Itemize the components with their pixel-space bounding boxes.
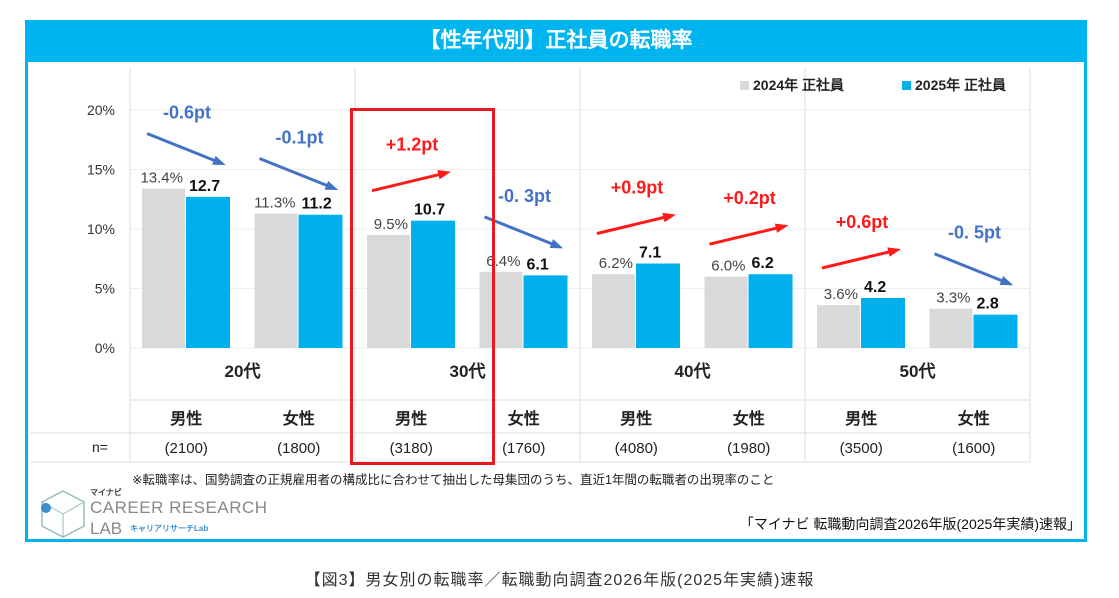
arrow-head-icon bbox=[437, 170, 451, 180]
data-label-2025: 6.2 bbox=[752, 255, 774, 272]
gender-label: 男性 bbox=[620, 409, 652, 428]
change-label: -0. 3pt bbox=[498, 186, 551, 206]
bar-2025 bbox=[748, 274, 793, 348]
bar-2024 bbox=[254, 213, 298, 348]
n-value: (2100) bbox=[165, 440, 208, 457]
bar-2025 bbox=[186, 196, 230, 348]
data-label-2025: 12.7 bbox=[189, 178, 220, 195]
data-label-2025: 7.1 bbox=[639, 245, 661, 262]
bar-2024 bbox=[929, 308, 973, 348]
change-label: +0.2pt bbox=[723, 188, 776, 208]
legend-swatch bbox=[902, 81, 911, 90]
age-label: 50代 bbox=[900, 361, 936, 381]
data-label-2024: 3.3% bbox=[936, 290, 970, 307]
legend-label: 2024年 正社員 bbox=[753, 77, 844, 93]
highlight-box bbox=[350, 108, 495, 465]
n-value: (1800) bbox=[277, 440, 320, 457]
legend-swatch bbox=[740, 81, 749, 90]
data-label-2024: 13.4% bbox=[140, 170, 183, 187]
arrow-head-icon bbox=[774, 223, 789, 233]
data-label-2024: 9.5% bbox=[374, 216, 408, 233]
chart-title: 【性年代別】正社員の転職率 bbox=[25, 20, 1087, 62]
change-arrow bbox=[146, 132, 223, 165]
gender-label: 女性 bbox=[283, 409, 315, 428]
gender-label: 女性 bbox=[958, 409, 990, 428]
change-arrow bbox=[371, 171, 448, 193]
change-arrow bbox=[821, 248, 898, 270]
data-label-2024: 6.2% bbox=[599, 255, 633, 272]
change-arrow bbox=[483, 215, 561, 249]
n-label: n= bbox=[92, 439, 108, 455]
legend-label: 2025年 正社員 bbox=[915, 77, 1006, 93]
n-value: (3180) bbox=[390, 440, 433, 457]
arrow-head-icon bbox=[324, 180, 339, 191]
bar-2025 bbox=[636, 263, 680, 348]
y-tick-label: 5% bbox=[95, 281, 115, 297]
gender-label: 男性 bbox=[395, 409, 427, 428]
bar-2024 bbox=[592, 274, 635, 348]
gender-label: 女性 bbox=[733, 409, 765, 428]
n-value: (1600) bbox=[952, 440, 995, 457]
change-label: +0.6pt bbox=[836, 212, 889, 232]
bar-2024 bbox=[142, 188, 185, 348]
logo-brand: マイナビ bbox=[90, 488, 122, 497]
y-tick-label: 15% bbox=[87, 162, 115, 178]
y-tick-label: 0% bbox=[95, 340, 115, 356]
age-label: 30代 bbox=[450, 361, 486, 381]
n-value: (1760) bbox=[502, 440, 545, 457]
data-label-2024: 3.6% bbox=[824, 286, 858, 303]
bar-2024 bbox=[367, 234, 410, 348]
y-tick-label: 10% bbox=[87, 221, 115, 237]
n-value: (1980) bbox=[727, 440, 770, 457]
bar-2025 bbox=[973, 314, 1018, 348]
arrow-head-icon bbox=[887, 247, 901, 257]
arrow-head-icon bbox=[662, 212, 676, 223]
age-label: 20代 bbox=[225, 361, 261, 381]
footnote: ※転職率は、国勢調査の正規雇用者の構成比に合わせて抽出した母集団のうち、直近1年… bbox=[132, 473, 775, 487]
gender-label: 女性 bbox=[508, 409, 540, 428]
data-label-2024: 6.0% bbox=[711, 258, 745, 275]
change-label: -0. 5pt bbox=[948, 223, 1001, 243]
change-label: +1.2pt bbox=[386, 135, 439, 155]
bar-2024 bbox=[817, 305, 860, 348]
change-arrow bbox=[709, 224, 785, 246]
data-label-2025: 10.7 bbox=[414, 202, 445, 219]
logo-cube-icon bbox=[41, 490, 85, 538]
bar-2025 bbox=[298, 214, 343, 348]
logo-line1: CAREER RESEARCH bbox=[90, 498, 268, 517]
arrow-head-icon bbox=[212, 155, 226, 166]
bar-2024 bbox=[479, 271, 523, 348]
n-value: (4080) bbox=[615, 440, 658, 457]
n-value: (3500) bbox=[840, 440, 883, 457]
change-arrow bbox=[258, 157, 336, 190]
bar-2025 bbox=[861, 298, 905, 348]
change-label: -0.6pt bbox=[163, 103, 211, 123]
change-arrow bbox=[933, 252, 1011, 286]
gender-label: 男性 bbox=[170, 409, 202, 428]
arrow-head-icon bbox=[999, 276, 1014, 286]
gender-label: 男性 bbox=[845, 409, 877, 428]
arrow-head-icon bbox=[549, 239, 564, 249]
age-label: 40代 bbox=[675, 361, 711, 381]
logo-sub: キャリアリサーチLab bbox=[130, 524, 209, 533]
bar-2025 bbox=[411, 220, 455, 348]
logo-line2: LAB bbox=[90, 519, 123, 538]
change-arrow bbox=[596, 214, 673, 235]
data-label-2024: 11.3% bbox=[254, 195, 295, 212]
data-label-2025: 6.1 bbox=[527, 256, 549, 273]
source: 「マイナビ 転職動向調査2026年版(2025年実績)速報」 bbox=[739, 516, 1081, 532]
change-label: -0.1pt bbox=[275, 128, 323, 148]
data-label-2025: 2.8 bbox=[977, 296, 999, 313]
y-tick-label: 20% bbox=[87, 102, 115, 118]
bar-2025 bbox=[523, 275, 568, 348]
caption: 【図3】男女別の転職率／転職動向調査2026年版(2025年実績)速報 bbox=[304, 572, 815, 589]
logo: マイナビ CAREER RESEARCH LAB キャリアリサーチLab bbox=[38, 488, 278, 540]
data-label-2025: 11.2 bbox=[302, 196, 332, 213]
bar-2024 bbox=[704, 276, 748, 348]
change-label: +0.9pt bbox=[611, 178, 664, 198]
data-label-2025: 4.2 bbox=[864, 279, 886, 296]
